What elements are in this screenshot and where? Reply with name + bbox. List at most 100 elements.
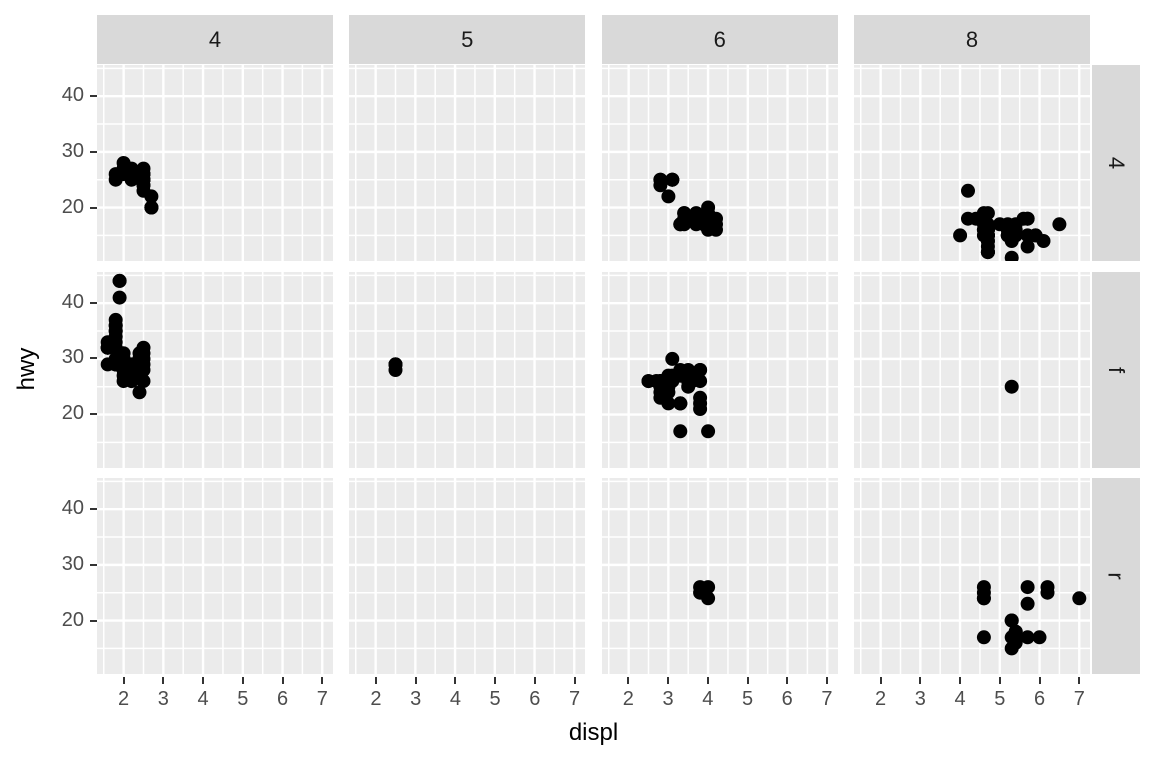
x-tick-mark — [786, 677, 789, 684]
facet-col-strip-8: 8 — [854, 15, 1090, 64]
data-point — [692, 390, 707, 405]
facet-col-strip-6: 6 — [601, 15, 838, 64]
x-tick-mark — [374, 677, 377, 684]
data-point — [136, 362, 151, 377]
panel-drv-r-cyl-6 — [601, 478, 838, 674]
y-tick-mark — [90, 95, 97, 98]
x-tick-label: 7 — [316, 688, 328, 710]
data-point — [1020, 580, 1035, 595]
x-tick-mark — [454, 677, 457, 684]
panel-drv-r-cyl-8 — [854, 478, 1090, 674]
y-tick-label: 20 — [61, 195, 84, 218]
x-tick-mark — [533, 677, 536, 684]
facet-col-strip-label: 6 — [713, 26, 726, 52]
y-tick-mark — [90, 619, 97, 622]
panel-drv-f-cyl-4 — [97, 271, 333, 468]
x-tick-mark — [627, 677, 630, 684]
x-tick-mark — [573, 677, 576, 684]
scatter-points — [653, 172, 723, 237]
facet-row-strip-label: f — [1104, 366, 1129, 373]
x-tick-label: 4 — [702, 688, 714, 710]
data-point — [953, 228, 968, 243]
data-point — [1032, 630, 1047, 645]
x-tick-label: 6 — [781, 688, 793, 710]
data-point — [1020, 630, 1035, 645]
x-tick-mark — [494, 677, 497, 684]
x-tick-label: 5 — [489, 688, 501, 710]
data-point — [108, 312, 123, 327]
y-tick-label: 20 — [61, 608, 84, 631]
data-point — [708, 211, 723, 226]
data-point — [653, 178, 668, 193]
scatter-points — [1004, 379, 1019, 394]
data-point — [700, 591, 715, 606]
data-point — [144, 189, 159, 204]
panel-drv-4-cyl-6 — [601, 65, 838, 261]
data-point — [672, 423, 687, 438]
data-point — [1004, 250, 1019, 261]
facet-row-strip-label: r — [1103, 572, 1129, 580]
x-tick-mark — [122, 677, 125, 684]
data-point — [976, 630, 991, 645]
data-point — [1004, 630, 1019, 645]
x-tick-label: 7 — [1073, 688, 1085, 710]
data-point — [684, 368, 699, 383]
y-tick-mark — [90, 150, 97, 153]
x-tick-mark — [1038, 677, 1041, 684]
x-tick-mark — [202, 677, 205, 684]
data-point — [664, 351, 679, 366]
y-tick-mark — [90, 357, 97, 360]
data-point — [1020, 596, 1035, 611]
data-point — [661, 189, 676, 204]
y-tick-mark — [90, 301, 97, 304]
x-tick-mark — [1078, 677, 1081, 684]
data-point — [672, 395, 687, 410]
x-tick-label: 5 — [994, 688, 1006, 710]
x-tick-mark — [746, 677, 749, 684]
y-tick-mark — [90, 206, 97, 209]
facet-col-strip-4: 4 — [97, 15, 333, 64]
data-point — [1072, 591, 1087, 606]
x-tick-mark — [706, 677, 709, 684]
y-tick-mark — [90, 413, 97, 416]
data-point — [136, 373, 151, 388]
data-point — [124, 172, 139, 187]
y-tick-label: 40 — [61, 497, 84, 520]
x-tick-label: 4 — [954, 688, 966, 710]
x-axis-title: displ — [568, 719, 619, 746]
x-tick-label: 5 — [741, 688, 754, 710]
scatter-points — [692, 580, 715, 606]
x-tick-label: 3 — [662, 688, 674, 710]
data-point — [1036, 234, 1051, 248]
scatter-points — [953, 183, 1067, 261]
data-point — [692, 401, 707, 416]
panel-drv-f-cyl-8 — [854, 271, 1090, 468]
panel-drv-r-cyl-5 — [349, 478, 586, 674]
data-point — [136, 167, 151, 182]
facet-row-strip-f: f — [1092, 271, 1140, 468]
data-point — [976, 591, 991, 606]
x-tick-label: 7 — [821, 688, 833, 710]
y-tick-label: 20 — [61, 402, 84, 425]
facet-row-strip-r: r — [1092, 478, 1140, 674]
panel-drv-4-cyl-4 — [97, 65, 333, 261]
x-tick-label: 2 — [118, 688, 130, 710]
data-point — [1008, 222, 1023, 237]
data-point — [664, 172, 679, 187]
x-tick-label: 5 — [237, 688, 249, 710]
x-tick-label: 6 — [276, 688, 289, 710]
x-tick-mark — [281, 677, 284, 684]
data-point — [672, 217, 687, 232]
data-point — [112, 273, 127, 288]
y-axis-title: hwy — [13, 347, 40, 390]
data-point — [144, 200, 159, 215]
y-tick-label: 40 — [61, 290, 84, 313]
data-point — [136, 340, 151, 355]
x-tick-label: 2 — [370, 688, 382, 710]
x-tick-label: 2 — [875, 688, 887, 710]
facet-col-strip-5: 5 — [349, 15, 586, 64]
scatter-points — [388, 356, 403, 377]
facet-col-strip-label: 4 — [208, 26, 222, 52]
scatter-points — [100, 273, 151, 399]
